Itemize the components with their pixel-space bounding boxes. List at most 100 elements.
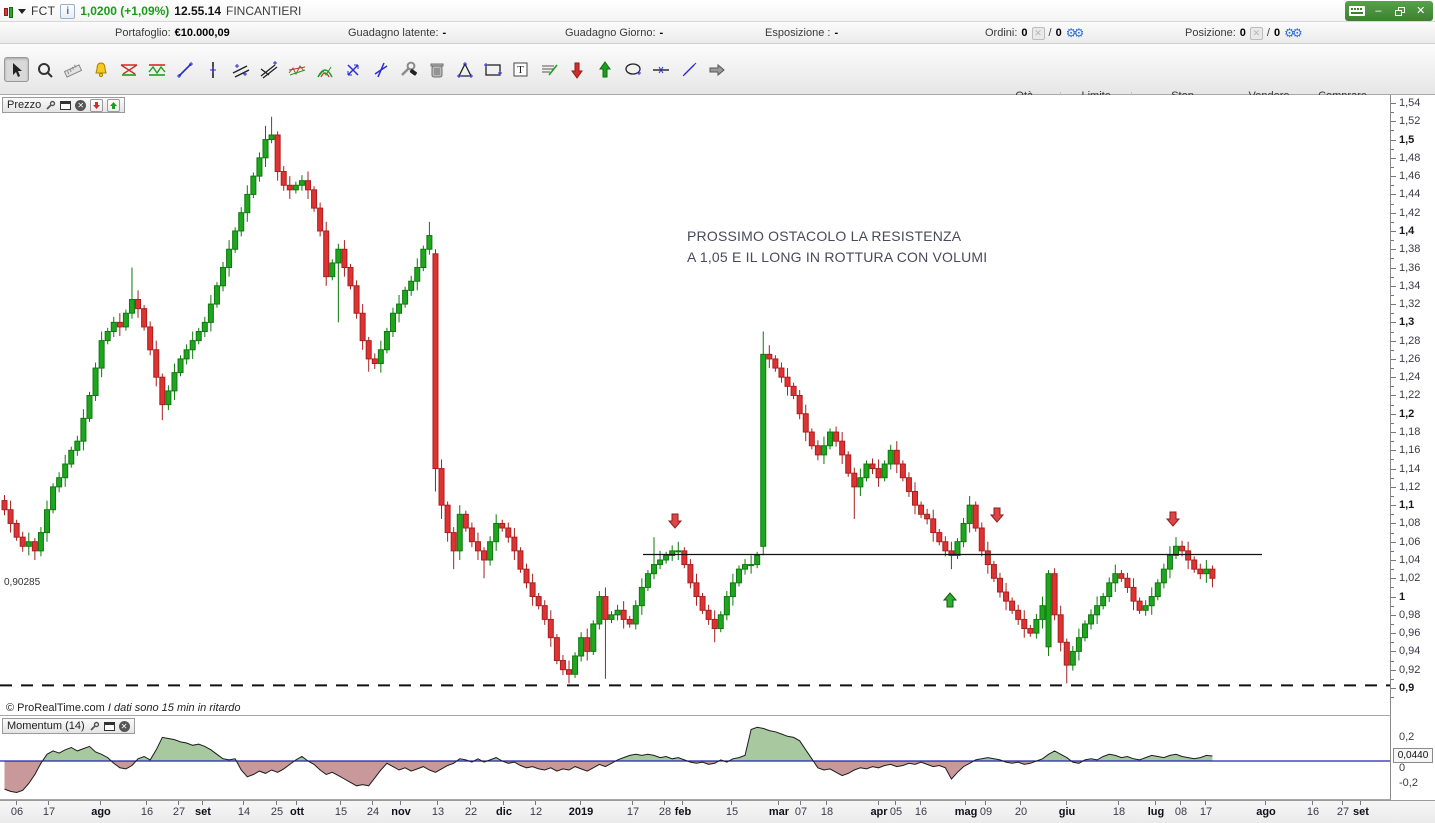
close-panel-icon[interactable]: ✕ [75, 99, 87, 111]
portfolio-stat: Portafoglio: €10.000,09 [115, 22, 230, 44]
cursor-tool-icon[interactable] [4, 57, 29, 82]
minor-tick-mark [1391, 550, 1394, 552]
momentum-settings-wrench-icon[interactable] [89, 721, 100, 732]
minor-tick-mark [1391, 642, 1394, 644]
date-tick-label: 17 [626, 806, 640, 818]
minor-tick-mark [1391, 166, 1394, 168]
close-panel-icon[interactable]: ✕ [118, 720, 130, 732]
momentum-tab-label: Momentum (14) [7, 720, 85, 732]
arrow-down-red-tool-icon[interactable] [564, 57, 589, 82]
minor-tick-mark [1391, 148, 1394, 150]
momentum-panel[interactable]: Momentum (14) ✕ [0, 715, 1391, 800]
segment-tool-icon[interactable] [676, 57, 701, 82]
info-icon[interactable]: i [60, 3, 76, 19]
arrow-right-gray-tool-icon[interactable] [704, 57, 729, 82]
date-tick-label: 07 [794, 806, 808, 818]
price-tick-label: 1,38 [1399, 243, 1421, 256]
trendline-tool-icon[interactable] [172, 57, 197, 82]
tick-mark [1391, 157, 1396, 159]
detach-window-icon[interactable] [103, 721, 115, 731]
date-tick-label: 13 [431, 806, 445, 818]
date-tick-label: 25 [270, 806, 284, 818]
date-tick-label: 18 [820, 806, 834, 818]
price-tick-label: 1 [1399, 590, 1406, 603]
minor-tick-mark [1391, 422, 1394, 424]
exposure-stat: Esposizione : - [765, 22, 838, 44]
date-axis[interactable]: 06 17 ago 16 27 set 14 25 ott 15 24 nov 13 22 dic 12 201… [0, 800, 1435, 823]
orders-settings-gear-icon[interactable]: ⚙⚙ [1065, 26, 1084, 40]
tick-mark [632, 801, 633, 805]
date-tick-label: set [1353, 806, 1369, 818]
orders-stat: Ordini: 0 ✕ / 0 ⚙⚙ [985, 22, 1084, 44]
triangle-tool-icon[interactable] [452, 57, 477, 82]
price-settings-wrench-icon[interactable] [45, 100, 56, 111]
detach-window-icon[interactable] [60, 100, 72, 110]
slash: / [1266, 27, 1270, 39]
cross-arrows-tool-icon[interactable] [340, 57, 365, 82]
minor-tick-mark [1391, 605, 1394, 607]
pattern-tool-icon[interactable] [116, 57, 141, 82]
minor-tick-mark [1391, 349, 1394, 351]
tick-mark [1391, 249, 1396, 251]
close-button[interactable]: ✕ [1416, 4, 1426, 17]
ruler-tool-icon[interactable] [60, 57, 85, 82]
position-settings-gear-icon[interactable]: ⚙⚙ [1284, 26, 1302, 40]
orders-cancel-icon[interactable]: ✕ [1031, 26, 1045, 40]
trash-tool-icon[interactable] [424, 57, 449, 82]
vertical-line-tool-icon[interactable] [200, 57, 225, 82]
tick-mark [1391, 596, 1396, 598]
date-tick-label: 24 [366, 806, 380, 818]
date-tick-label: 22 [464, 806, 478, 818]
momentum-value-box: 0,0440 [1393, 748, 1433, 763]
position-count2: 0 [1273, 27, 1281, 39]
horizontal-segment-tool-icon[interactable] [648, 57, 673, 82]
scale-down-icon[interactable] [90, 98, 104, 112]
day-pl-value: - [659, 27, 664, 39]
zigzag-tool-icon[interactable] [144, 57, 169, 82]
restore-button[interactable] [1391, 3, 1409, 19]
momentum-tick-bottom: -0,2 [1399, 777, 1418, 789]
tick-mark [1391, 633, 1396, 635]
date-tick-label: 05 [889, 806, 903, 818]
tick-mark [878, 801, 879, 805]
fan-arc-tool-icon[interactable] [312, 57, 337, 82]
parallel-lines-tool-icon[interactable] [228, 57, 253, 82]
momentum-tab[interactable]: Momentum (14) ✕ [2, 718, 135, 734]
date-tick-label: 27 [172, 806, 186, 818]
day-pl-stat: Guadagno Giorno: - [565, 22, 663, 44]
zoom-tool-icon[interactable] [32, 57, 57, 82]
alert-bell-icon[interactable] [88, 57, 113, 82]
minor-tick-mark [1391, 441, 1394, 443]
tick-mark [535, 801, 536, 805]
minimize-button[interactable]: – [1375, 4, 1382, 17]
scale-up-icon[interactable] [107, 98, 121, 112]
minor-tick-mark [1391, 386, 1394, 388]
pitchfork-tool-icon[interactable] [256, 57, 281, 82]
annotation-line2: A 1,05 E IL LONG IN ROTTURA CON VOLUMI [687, 249, 988, 265]
minor-tick-mark [1391, 459, 1394, 461]
multi-line-tool-icon[interactable] [284, 57, 309, 82]
crossed-lines-tool-icon[interactable] [368, 57, 393, 82]
ellipse-tool-icon[interactable] [620, 57, 645, 82]
rectangle-tool-icon[interactable] [480, 57, 505, 82]
price-chart-panel[interactable]: Prezzo ✕ PROSSIMO OSTACOLO LA RESISTENZA… [0, 95, 1391, 715]
price-axis[interactable]: 1,54 1,52 1,5 1,48 1,46 1,44 1,42 1,4 1,38 1,36 1,… [1391, 95, 1435, 715]
keyboard-icon[interactable] [1348, 3, 1366, 19]
instrument-dropdown-icon[interactable] [18, 8, 26, 14]
position-close-icon[interactable]: ✕ [1249, 26, 1263, 40]
candlestick-chart[interactable] [0, 95, 1390, 715]
price-tick-label: 0,96 [1399, 627, 1421, 640]
tick-mark [503, 801, 504, 805]
price-tick-label: 1,28 [1399, 334, 1421, 347]
price-tick-label: 1,06 [1399, 535, 1421, 548]
price-tab[interactable]: Prezzo ✕ [2, 97, 126, 113]
wrench-hammer-tool-icon[interactable] [396, 57, 421, 82]
tick-mark [1391, 267, 1396, 269]
date-tick-label: 17 [1199, 806, 1213, 818]
notes-tool-icon[interactable] [536, 57, 561, 82]
tick-mark [276, 801, 277, 805]
arrow-up-green-tool-icon[interactable] [592, 57, 617, 82]
minor-tick-mark [1391, 514, 1394, 516]
unrealized-pl-stat: Guadagno latente: - [348, 22, 446, 44]
text-tool-icon[interactable]: T [508, 57, 533, 82]
